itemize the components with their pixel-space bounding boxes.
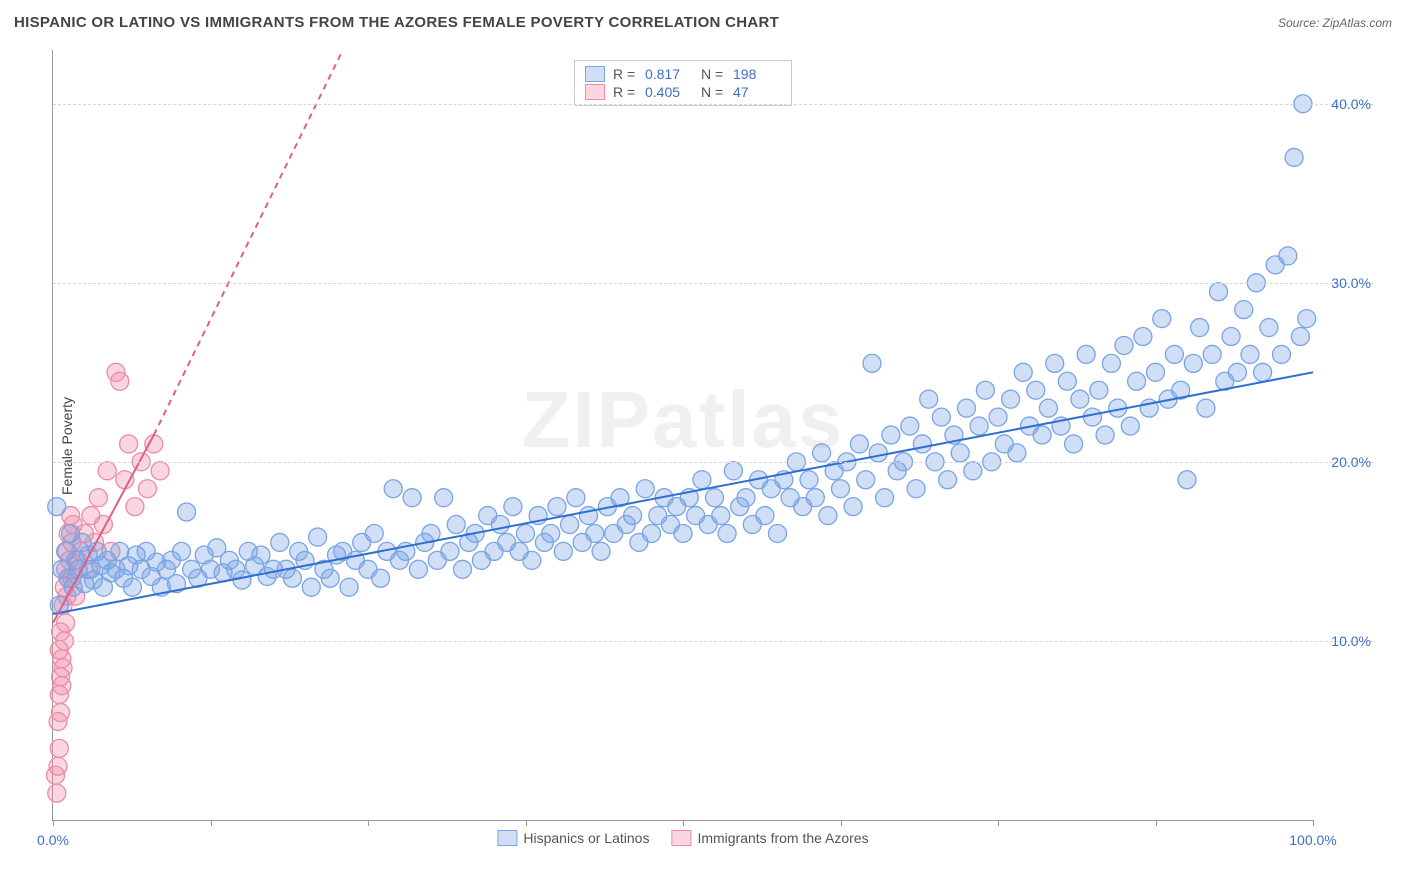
x-tick xyxy=(1313,820,1314,826)
gridline xyxy=(53,462,1373,463)
header: HISPANIC OR LATINO VS IMMIGRANTS FROM TH… xyxy=(14,14,1392,31)
x-tick xyxy=(1156,820,1157,826)
gridline xyxy=(53,104,1373,105)
x-tick xyxy=(841,820,842,826)
source-label: Source: ZipAtlas.com xyxy=(1278,16,1392,30)
x-tick xyxy=(211,820,212,826)
chart-title: HISPANIC OR LATINO VS IMMIGRANTS FROM TH… xyxy=(14,14,779,31)
x-tick xyxy=(368,820,369,826)
legend-item-series2: Immigrants from the Azores xyxy=(671,830,868,846)
y-tick-label: 20.0% xyxy=(1331,454,1371,470)
gridline xyxy=(53,283,1373,284)
x-tick xyxy=(683,820,684,826)
y-tick-label: 40.0% xyxy=(1331,96,1371,112)
x-tick xyxy=(53,820,54,826)
x-tick xyxy=(526,820,527,826)
y-tick-label: 30.0% xyxy=(1331,275,1371,291)
y-tick-label: 10.0% xyxy=(1331,633,1371,649)
series1-name: Hispanics or Latinos xyxy=(523,830,649,846)
legend-series: Hispanics or Latinos Immigrants from the… xyxy=(497,830,868,846)
series2-name: Immigrants from the Azores xyxy=(697,830,868,846)
x-tick-label: 100.0% xyxy=(1289,832,1336,848)
x-tick-label: 0.0% xyxy=(37,832,69,848)
gridline xyxy=(53,641,1373,642)
x-tick xyxy=(998,820,999,826)
scatter-plot xyxy=(53,50,1313,820)
chart-area: ZIPatlas R = 0.817 N = 198 R = 0.405 N =… xyxy=(52,50,1313,821)
swatch-series2-bottom xyxy=(671,830,691,846)
legend-item-series1: Hispanics or Latinos xyxy=(497,830,649,846)
swatch-series1-bottom xyxy=(497,830,517,846)
